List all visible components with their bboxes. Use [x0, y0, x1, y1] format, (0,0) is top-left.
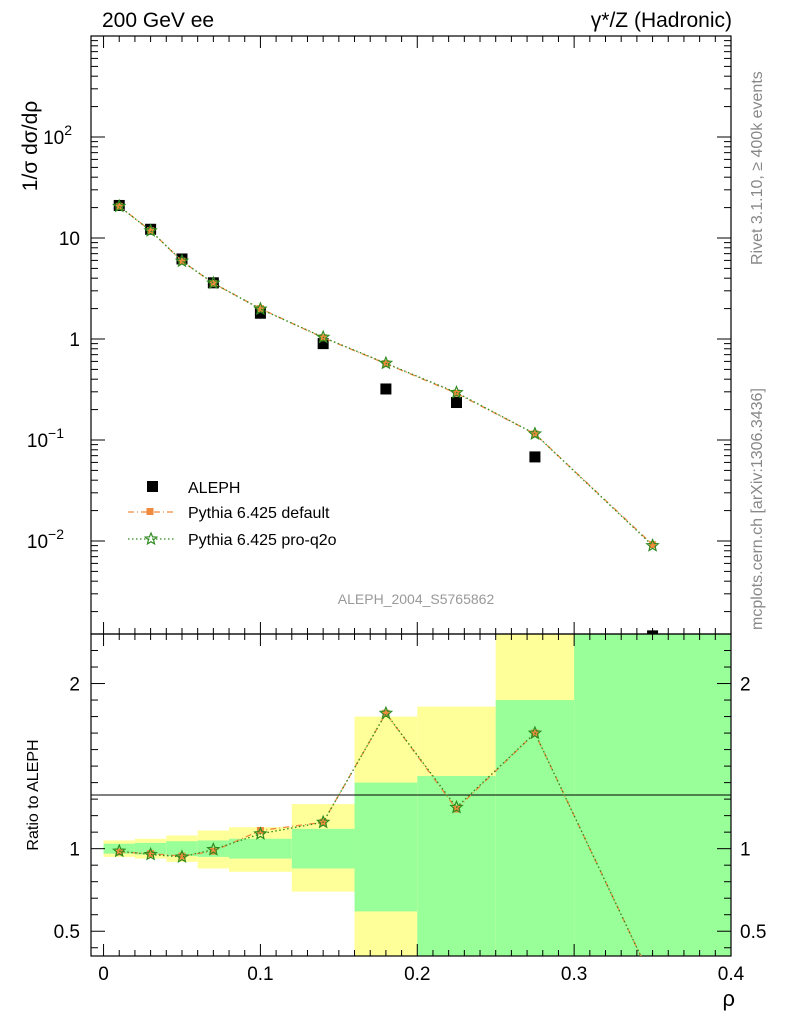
side-label-bottom: mcplots.cern.ch [arXiv:1306.3436] [749, 388, 766, 630]
main-proq2o-point [527, 426, 543, 440]
legend-label-aleph: ALEPH [188, 480, 240, 497]
legend: ALEPH Pythia 6.425 default Pythia 6.425 … [128, 480, 337, 549]
y-tick-label-ratio-right: 0.5 [740, 922, 766, 943]
y-tick-label-ratio-right: 1 [740, 840, 751, 861]
side-label-top: Rivet 3.1.10, ≥ 400k events [749, 71, 766, 265]
main-default-point [147, 227, 155, 235]
legend-label-proq2o: Pythia 6.425 pro-q2o [188, 532, 337, 549]
main-default-point [452, 389, 460, 397]
y-tick-label-main: 102 [43, 122, 72, 149]
main-proq2o-point [112, 198, 127, 213]
main-aleph-point [647, 630, 659, 634]
band-green-4 [229, 838, 292, 859]
main-proq2o-line [118, 205, 654, 547]
main-aleph-point [254, 307, 266, 319]
main-default-point [209, 279, 217, 287]
y-tick-label-ratio-left: 1 [69, 840, 80, 861]
ratio-proq2o-point [527, 725, 543, 740]
x-tick-label: 0 [98, 964, 109, 985]
legend-marker-proq2o [143, 531, 159, 546]
main-aleph-point [380, 383, 392, 395]
ratio-default-point [115, 848, 123, 856]
main-y-axis-label: 1/σ dσ/dρ [19, 101, 42, 191]
main-proq2o-point [449, 384, 464, 399]
ratio-proq2o-point [647, 975, 658, 986]
x-tick-label: 0.4 [718, 964, 745, 985]
legend-marker-aleph [147, 481, 158, 492]
ratio-default-line [119, 712, 642, 956]
main-aleph-point [450, 397, 462, 409]
ratio-default-point [256, 827, 264, 835]
main-proq2o-point [174, 253, 190, 268]
ratio-proq2o-point [315, 814, 331, 829]
x-tick-label: 0.1 [247, 964, 273, 985]
ratio-series [112, 705, 658, 986]
ratio-default-point [649, 977, 656, 984]
x-tick-label: 0.2 [404, 964, 430, 985]
band-green-8 [495, 700, 575, 956]
main-proq2o-point [378, 355, 394, 370]
main-proq2o-point [143, 223, 158, 237]
band-green-9 [574, 634, 731, 956]
y-tick-label-ratio-left: 2 [69, 675, 80, 696]
x-axis-label: ρ [722, 986, 735, 1011]
ratio-proq2o-point [143, 846, 158, 861]
main-proq2o-point [645, 538, 660, 552]
ratio-proq2o-point [174, 849, 190, 864]
main-default-point [178, 257, 186, 265]
ratio-frame [90, 633, 732, 957]
y-tick-label-main: 10 [59, 229, 80, 250]
header-left: 200 GeV ee [102, 9, 214, 32]
main-frame [90, 35, 732, 635]
main-aleph-point [529, 451, 541, 463]
ratio-default-point [382, 709, 390, 717]
main-aleph-point [317, 338, 329, 350]
legend-label-default: Pythia 6.425 default [188, 505, 330, 522]
y-tick-label-ratio-right: 2 [740, 675, 751, 696]
band-green-6 [354, 782, 418, 912]
y-tick-label-ratio-left: 0.5 [54, 922, 80, 943]
band-green-2 [166, 841, 198, 857]
main-default-point [115, 202, 123, 210]
ratio-bands [103, 634, 731, 956]
header-right: γ*/Z (Hadronic) [591, 9, 732, 32]
legend-marker-default [146, 508, 154, 515]
ratio-proq2o-line [119, 712, 642, 956]
x-tick-label: 0.3 [561, 964, 587, 985]
ratio-default-point [452, 805, 460, 813]
ratio-y-axis-label: Ratio to ALEPH [25, 739, 42, 850]
ratio-default-point [209, 847, 217, 855]
watermark: ALEPH_2004_S5765862 [338, 591, 495, 607]
main-series [112, 198, 660, 634]
y-tick-label-main: 10−2 [27, 526, 64, 553]
main-proq2o-point [206, 275, 221, 290]
main-default-point [649, 541, 657, 549]
y-tick-label-main: 1 [69, 330, 80, 351]
ratio-default-point [147, 850, 155, 858]
y-tick-label-main: 10−1 [27, 425, 64, 452]
ratio-proq2o-point [449, 799, 464, 814]
main-proq2o-point [315, 329, 331, 344]
ratio-proq2o-point [112, 843, 127, 858]
main-default-point [256, 305, 264, 313]
axis-ticks [91, 36, 732, 956]
ratio-proq2o-point [253, 826, 268, 840]
main-proq2o-point [253, 301, 268, 316]
band-green-5 [291, 828, 355, 869]
ratio-proq2o-point [378, 705, 394, 720]
ratio-default-point [178, 852, 186, 860]
ratio-proq2o-point [206, 841, 221, 856]
